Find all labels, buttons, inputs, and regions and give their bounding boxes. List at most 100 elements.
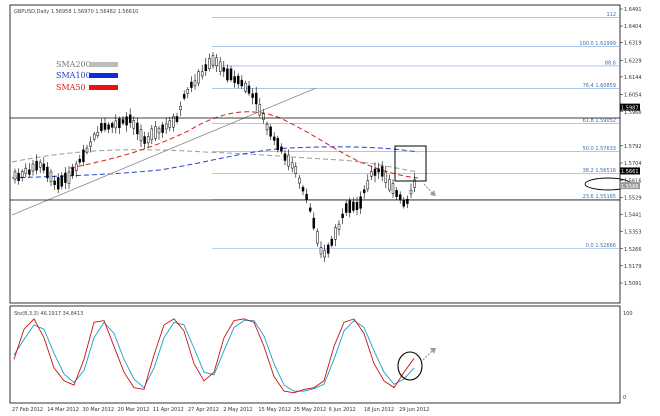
candle-body xyxy=(121,119,125,124)
candle-body xyxy=(172,115,175,128)
candle-body xyxy=(344,203,348,213)
candle-body xyxy=(46,166,49,179)
highlight-box[interactable] xyxy=(394,145,427,182)
up-arrow-head xyxy=(430,348,436,354)
candle-body xyxy=(283,153,287,161)
candle-body xyxy=(388,179,391,191)
candle-body xyxy=(398,194,402,200)
price-tick-label: 1.5704 xyxy=(624,161,642,167)
candle-body xyxy=(208,58,211,69)
candle-body xyxy=(85,147,89,153)
candle-body xyxy=(218,61,222,72)
fib-label: 0.0 1.52666 xyxy=(586,243,616,249)
sma100-line xyxy=(11,146,419,179)
price-tick-label: 1.6054 xyxy=(624,93,642,99)
candle-body xyxy=(49,171,53,183)
legend: SMA200 SMA100 SMA50 xyxy=(56,60,118,92)
candle-body xyxy=(200,71,204,77)
candle-body xyxy=(175,116,179,122)
date-label: 30 Mar 2012 xyxy=(82,407,114,413)
price-tick-label: 1.6319 xyxy=(624,41,642,47)
candle-body xyxy=(24,167,28,174)
candle-body xyxy=(269,126,272,137)
stoch-circle[interactable] xyxy=(397,351,423,381)
candle-body xyxy=(125,116,128,126)
candle-body xyxy=(35,160,38,171)
date-label: 14 Mar 2012 xyxy=(47,407,79,413)
stochastic-lines xyxy=(13,318,415,394)
stoch-min-label: 0 xyxy=(623,395,626,401)
candle-body xyxy=(244,82,247,92)
date-label: 6 Jun 2012 xyxy=(329,407,356,413)
price-badge xyxy=(620,103,640,111)
candle-body xyxy=(78,158,82,163)
candle-body xyxy=(215,57,218,67)
candle-body xyxy=(334,227,337,240)
price-tick-label: 1.5966 xyxy=(624,110,642,116)
candle-body xyxy=(13,171,17,180)
stoch-main-line xyxy=(13,318,415,394)
fib-label: 50.0 1.57633 xyxy=(583,146,616,152)
candle-body xyxy=(359,196,362,209)
fib-label: 112 xyxy=(606,12,616,18)
date-label: 27 Apr 2012 xyxy=(188,407,219,413)
stoch-label: Sto(8,3,3) 46.1917 34.8413 xyxy=(14,311,83,317)
stoch-panel-frame xyxy=(9,305,621,404)
candle-body xyxy=(395,190,398,198)
candle-body xyxy=(226,68,229,81)
candle-body xyxy=(362,189,366,194)
candle-body xyxy=(348,200,352,213)
date-axis: 27 Feb 2012 14 Mar 2012 30 Mar 2012 20 Mar … xyxy=(12,407,429,413)
fib-label: 76.4 1.60859 xyxy=(583,83,616,89)
fib-label: 61.8 1.59052 xyxy=(583,118,616,124)
date-label: 2 May 2012 xyxy=(223,407,252,413)
candle-body xyxy=(366,180,370,190)
candle-body xyxy=(308,207,312,212)
candle-body xyxy=(265,123,269,131)
candle-body xyxy=(139,129,143,142)
candle-body xyxy=(352,201,355,211)
candle-body xyxy=(287,154,290,167)
sma200-line xyxy=(11,149,419,173)
candle-body xyxy=(96,132,100,136)
fib-label: 38.2 1.56516 xyxy=(583,168,616,174)
candle-body xyxy=(64,172,67,183)
candle-body xyxy=(179,106,182,111)
candle-body xyxy=(38,161,42,168)
candle-body xyxy=(182,94,186,99)
candle-body xyxy=(380,166,384,177)
date-label: 15 May 2012 xyxy=(258,407,291,413)
candle-body xyxy=(154,126,157,139)
candle-body xyxy=(290,162,294,169)
date-label: 25 May 2012 xyxy=(294,407,327,413)
candle-body xyxy=(204,64,208,71)
price-tick-label: 1.5441 xyxy=(624,213,642,219)
candle-body xyxy=(330,238,334,246)
candle-body xyxy=(391,183,395,194)
price-tick-label: 1.5529 xyxy=(624,195,642,201)
date-label: 11 Apr 2012 xyxy=(153,407,184,413)
candle-body xyxy=(190,81,193,88)
candle-body xyxy=(157,127,161,134)
candle-body xyxy=(254,92,258,105)
candle-body xyxy=(53,180,56,185)
main-panel-frame xyxy=(9,4,621,304)
candle-body xyxy=(240,79,244,87)
price-tick-label: 1.5353 xyxy=(624,230,642,236)
date-label: 27 Feb 2012 xyxy=(12,407,43,413)
candle-body xyxy=(110,123,114,128)
candle-body xyxy=(323,250,326,258)
candle-body xyxy=(136,122,139,135)
candle-body xyxy=(193,80,197,87)
candle-body xyxy=(114,120,118,129)
stoch-max-label: 100 xyxy=(623,311,633,317)
candle-body xyxy=(298,177,301,184)
price-badge-label: 1.5661 xyxy=(621,169,639,175)
candle-body xyxy=(107,124,110,130)
candle-body xyxy=(341,213,344,219)
legend-sma50-swatch xyxy=(89,85,118,90)
trendline[interactable] xyxy=(11,87,317,216)
candle-body xyxy=(316,231,319,244)
